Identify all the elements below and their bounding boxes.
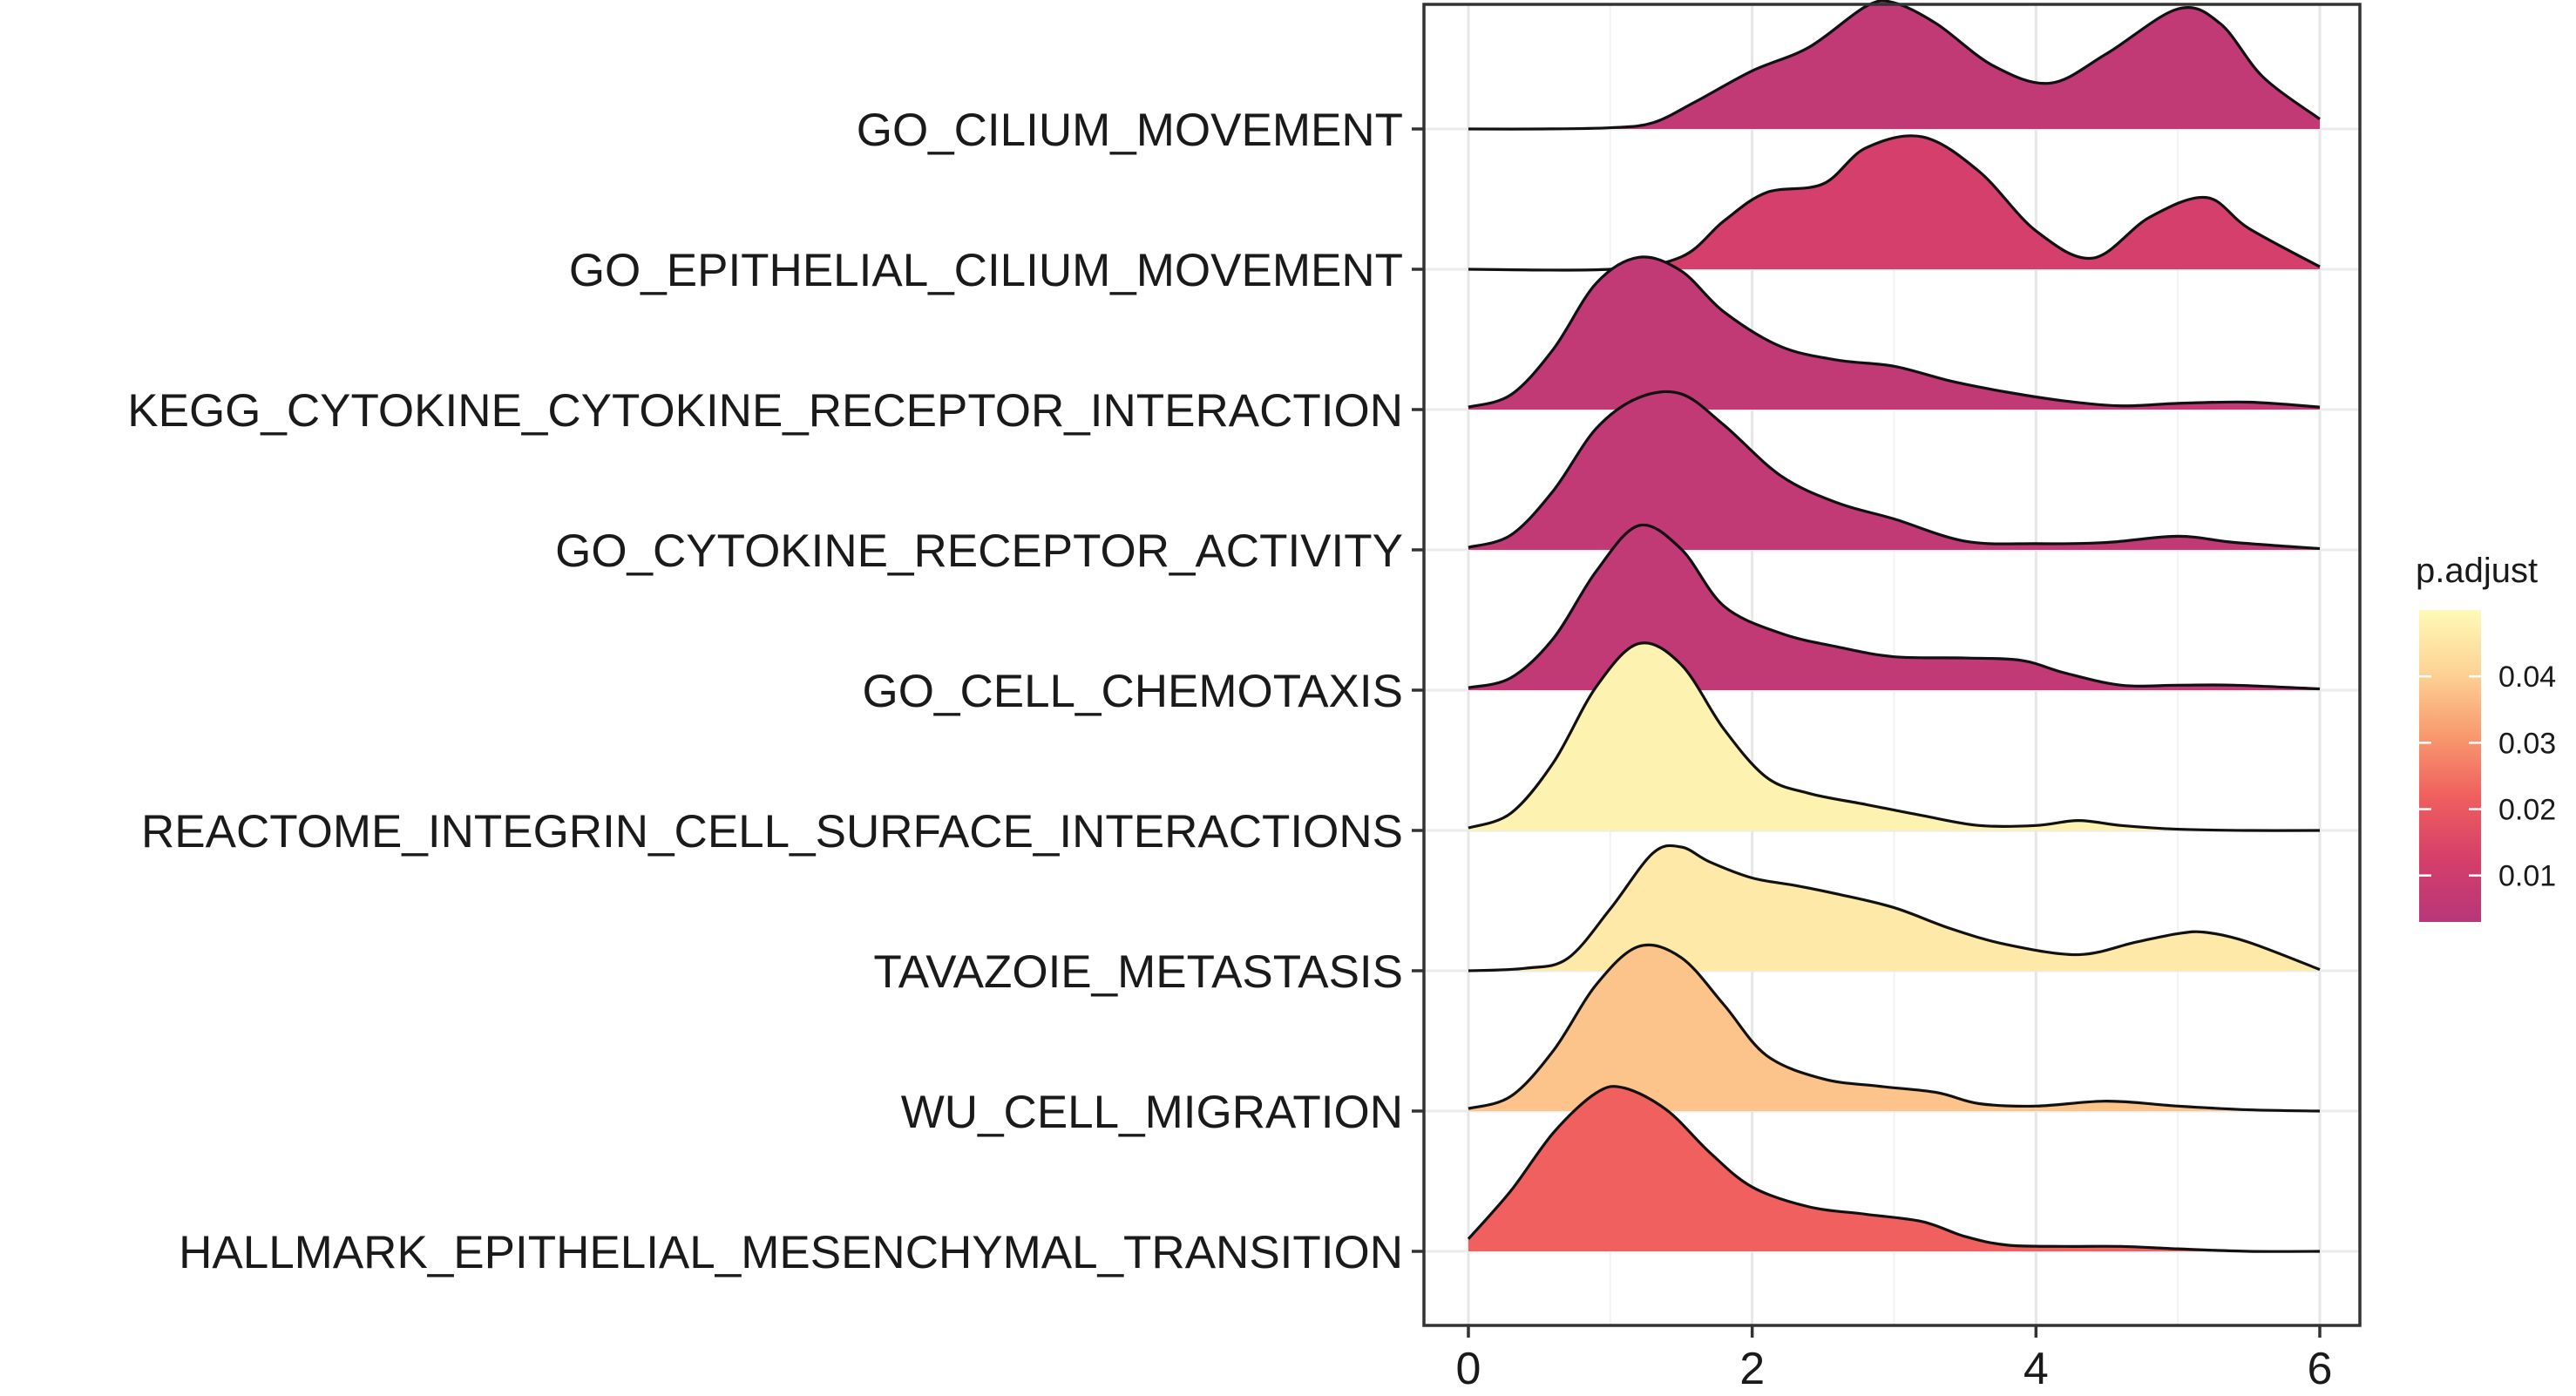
legend-tick-label: 0.04 xyxy=(2498,661,2556,694)
ridge-kegg-cytokine-cytokine-receptor-interaction xyxy=(1468,255,2321,410)
legend-tick-label: 0.03 xyxy=(2498,727,2556,760)
ridge-fill xyxy=(1468,945,2320,1111)
category-label: GO_EPITHELIAL_CILIUM_MOVEMENT xyxy=(569,245,1403,296)
category-label: GO_CILIUM_MOVEMENT xyxy=(857,105,1403,156)
ridge-fill xyxy=(1468,0,2320,130)
panel-border xyxy=(1422,3,2362,1327)
category-label: WU_CELL_MIGRATION xyxy=(901,1087,1403,1138)
ridge-fill xyxy=(1468,525,2320,690)
legend: p.adjust 0.01 0.02 0.03 0.04 xyxy=(2416,552,2556,922)
ridge-fill xyxy=(1468,135,2320,271)
ridge-outline xyxy=(1468,134,2321,272)
category-label: HALLMARK_EPITHELIAL_MESENCHYMAL_TRANSITI… xyxy=(179,1227,1403,1278)
ridge-fill xyxy=(1468,256,2320,410)
x-tick-label: 0 xyxy=(1456,1344,1481,1392)
category-label: GO_CYTOKINE_RECEPTOR_ACTIVITY xyxy=(555,525,1403,577)
ridge-outline xyxy=(1468,641,2321,832)
ridge-go-epithelial-cilium-movement xyxy=(1468,134,2321,272)
legend-title: p.adjust xyxy=(2416,552,2538,590)
ridge-outline xyxy=(1468,0,2321,131)
ridge-reactome-integrin-cell-surface-interactions xyxy=(1468,641,2321,832)
ridge-go-cell-chemotaxis xyxy=(1468,523,2321,691)
ridge-outline xyxy=(1467,1085,2321,1253)
ridge-go-cilium-movement xyxy=(1468,0,2321,131)
category-label: KEGG_CYTOKINE_CYTOKINE_RECEPTOR_INTERACT… xyxy=(127,385,1403,437)
legend-tick-label: 0.02 xyxy=(2498,794,2556,827)
category-label: TAVAZOIE_METASTASIS xyxy=(873,946,1403,998)
ridge-go-cytokine-receptor-activity xyxy=(1468,390,2321,551)
ridge-fill xyxy=(1468,642,2320,831)
ridge-outline xyxy=(1468,943,2321,1113)
ridge-outline xyxy=(1468,255,2321,409)
ridge-outline xyxy=(1468,390,2321,551)
ridge-outline xyxy=(1468,523,2321,691)
category-label: REACTOME_INTEGRIN_CELL_SURFACE_INTERACTI… xyxy=(141,806,1403,857)
category-label: GO_CELL_CHEMOTAXIS xyxy=(863,666,1403,717)
ridge-layer xyxy=(1467,0,2321,1253)
ridge-tavazoie-metastasis xyxy=(1468,844,2321,972)
ridge-fill xyxy=(1468,1086,2320,1252)
axis-layer: GO_CILIUM_MOVEMENT GO_EPITHELIAL_CILIUM_M… xyxy=(127,3,2362,1394)
x-tick-label: 6 xyxy=(2308,1344,2333,1392)
legend-tick-label: 0.01 xyxy=(2498,860,2556,893)
ridge-wu-cell-migration xyxy=(1468,943,2321,1113)
legend-colorbar xyxy=(2419,610,2481,922)
x-tick-label: 2 xyxy=(1739,1344,1765,1392)
ridge-hallmark-epithelial-mesenchymal-transition xyxy=(1467,1085,2321,1253)
ridge-outline xyxy=(1468,844,2321,972)
ridge-fill xyxy=(1468,391,2320,550)
x-tick-label: 4 xyxy=(2024,1344,2049,1392)
